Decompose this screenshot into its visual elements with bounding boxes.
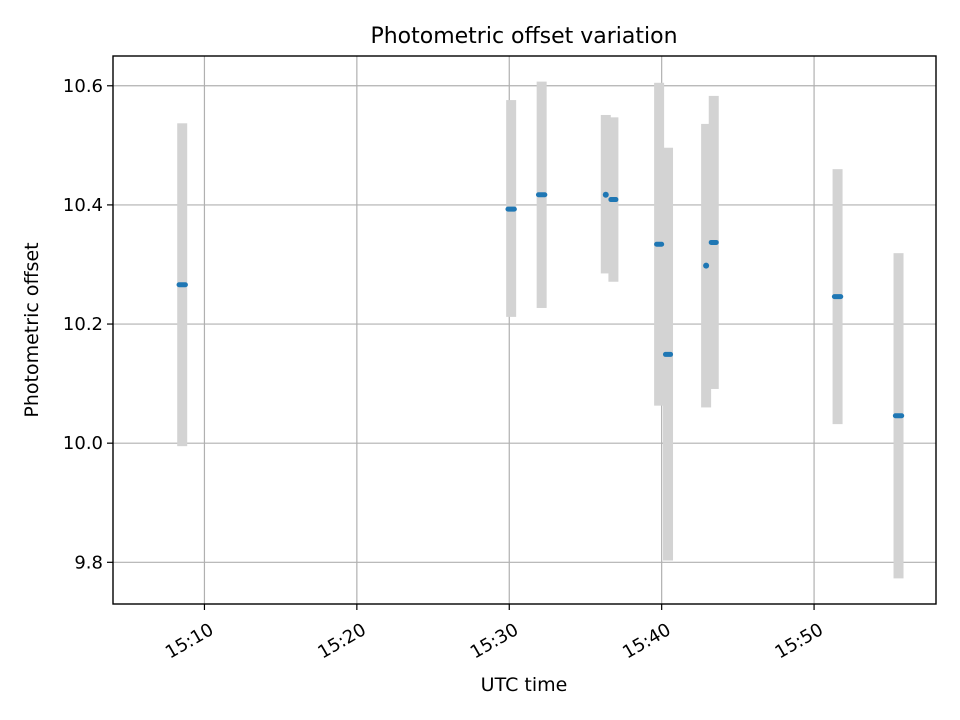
data-point <box>602 191 609 198</box>
x-axis-label: UTC time <box>481 674 568 696</box>
plot-frame <box>112 55 937 605</box>
y-axis-label: Photometric offset <box>21 242 43 417</box>
chart-title: Photometric offset variation <box>370 24 677 49</box>
y-tick-label: 10.4 <box>63 195 103 216</box>
grid-lines <box>113 56 936 604</box>
x-tick-label: 15:40 <box>619 619 674 663</box>
y-ticks: 9.8 10.0 10.2 10.4 10.6 <box>63 76 113 573</box>
data-point <box>703 262 710 269</box>
y-tick-label: 9.8 <box>74 552 103 573</box>
y-tick-label: 10.6 <box>63 76 103 97</box>
y-tick-label: 10.0 <box>63 433 103 454</box>
y-tick-label: 10.2 <box>63 314 103 335</box>
x-tick-label: 15:30 <box>467 619 522 663</box>
x-tick-label: 15:50 <box>772 619 827 663</box>
x-tick-label: 15:20 <box>314 619 369 663</box>
error-bars <box>177 81 904 579</box>
x-tick-label: 15:10 <box>162 619 217 663</box>
data-points <box>176 191 905 419</box>
x-ticks: 15:10 15:20 15:30 15:40 15:50 <box>162 604 827 663</box>
